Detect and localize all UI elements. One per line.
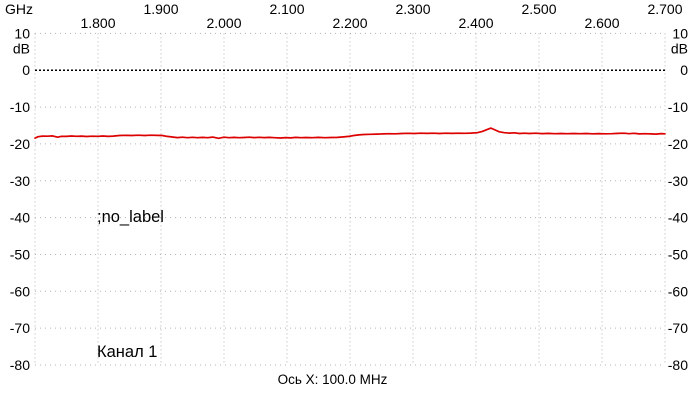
annotation-channel-name: Канал 1 bbox=[97, 343, 158, 361]
x-axis-unit-label: GHz bbox=[5, 1, 33, 17]
y-tick-label-left: 10 bbox=[14, 25, 30, 41]
annotation-block: ;no_label Канал 1 max:-15.69dB 2423.6187… bbox=[97, 161, 335, 400]
y-tick-label-left: -70 bbox=[10, 320, 30, 336]
x-tick-label: 2.400 bbox=[458, 15, 493, 31]
y-tick-label-left: -50 bbox=[10, 246, 30, 262]
annotation-no-label: ;no_label bbox=[97, 208, 164, 226]
x-tick-label: 2.600 bbox=[584, 15, 619, 31]
y-tick-label-left: -30 bbox=[10, 173, 30, 189]
y-tick-label-right: -50 bbox=[668, 246, 688, 262]
x-tick-label: 2.300 bbox=[395, 1, 430, 17]
x-tick-label: 2.000 bbox=[206, 15, 241, 31]
y-tick-label-left: -20 bbox=[10, 136, 30, 152]
x-tick-label: 2.100 bbox=[269, 1, 304, 17]
x-tick-label: 1.900 bbox=[143, 1, 178, 17]
x-tick-label: 1.800 bbox=[80, 15, 115, 31]
y-tick-label-left: -80 bbox=[10, 357, 30, 373]
y-tick-label-right: 10 bbox=[672, 25, 688, 41]
y-tick-label-left: -60 bbox=[10, 283, 30, 299]
x-tick-label: 2.200 bbox=[332, 15, 367, 31]
y-tick-label-right: -80 bbox=[668, 357, 688, 373]
x-tick-label: 2.500 bbox=[521, 1, 556, 17]
y-axis-unit-label-left: dB bbox=[13, 40, 30, 56]
y-tick-label-right: -30 bbox=[668, 173, 688, 189]
x-tick-label: 2.700 bbox=[647, 1, 682, 17]
y-tick-label-right: -60 bbox=[668, 283, 688, 299]
y-tick-label-right: -10 bbox=[668, 99, 688, 115]
y-tick-label-left: 0 bbox=[22, 62, 30, 78]
y-tick-label-left: -10 bbox=[10, 99, 30, 115]
y-axis-unit-label-right: dB bbox=[671, 40, 688, 56]
signal-trace-channel-1 bbox=[34, 127, 666, 140]
y-tick-label-right: -40 bbox=[668, 210, 688, 226]
y-tick-label-left: -40 bbox=[10, 210, 30, 226]
y-tick-label-right: 0 bbox=[680, 62, 688, 78]
x-axis-caption: Ось X: 100.0 MHz bbox=[277, 372, 388, 387]
y-tick-label-right: -20 bbox=[668, 136, 688, 152]
y-tick-label-right: -70 bbox=[668, 320, 688, 336]
annotation-blank-line bbox=[97, 274, 335, 297]
